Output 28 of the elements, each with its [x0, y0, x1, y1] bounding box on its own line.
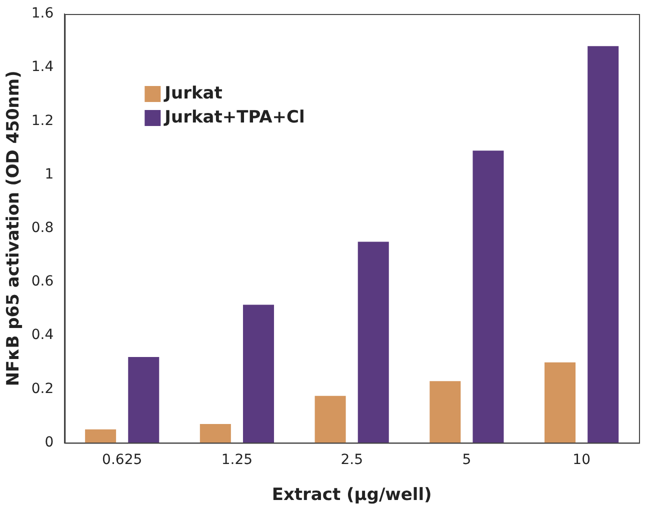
x-tick-label: 5: [462, 452, 472, 468]
bar: [85, 429, 116, 443]
y-tick-label: 0.6: [31, 274, 54, 290]
y-tick-label: 1.2: [31, 112, 54, 129]
bar: [430, 381, 461, 443]
bar: [472, 150, 504, 443]
bar: [358, 242, 389, 443]
legend-label: Jurkat: [164, 83, 222, 104]
x-tick-label: 1.25: [221, 452, 253, 468]
y-tick-label: 1.4: [31, 59, 54, 76]
bar: [242, 304, 274, 443]
y-tick-label: 0.2: [31, 380, 54, 397]
y-axis-title: NFκB p65 activation (OD 450nm): [4, 70, 24, 386]
legend-label: Jurkat+TPA+Cl: [164, 107, 305, 128]
x-tick-label: 2.5: [340, 452, 363, 468]
bar: [128, 357, 160, 443]
y-tick-label: 0.8: [31, 220, 54, 236]
y-tick-label: 0.4: [31, 327, 54, 344]
bar: [314, 396, 346, 443]
y-tick-label: 1.6: [31, 6, 54, 22]
y-tick-label: 1: [44, 166, 54, 182]
x-tick-label: 0.625: [102, 452, 142, 468]
bar: [588, 46, 619, 443]
y-tick-label: 0: [44, 434, 54, 450]
bar: [544, 362, 576, 443]
bar: [200, 424, 231, 443]
x-axis-title: Extract (µg/well): [272, 485, 432, 506]
x-tick-label: 10: [572, 452, 590, 468]
